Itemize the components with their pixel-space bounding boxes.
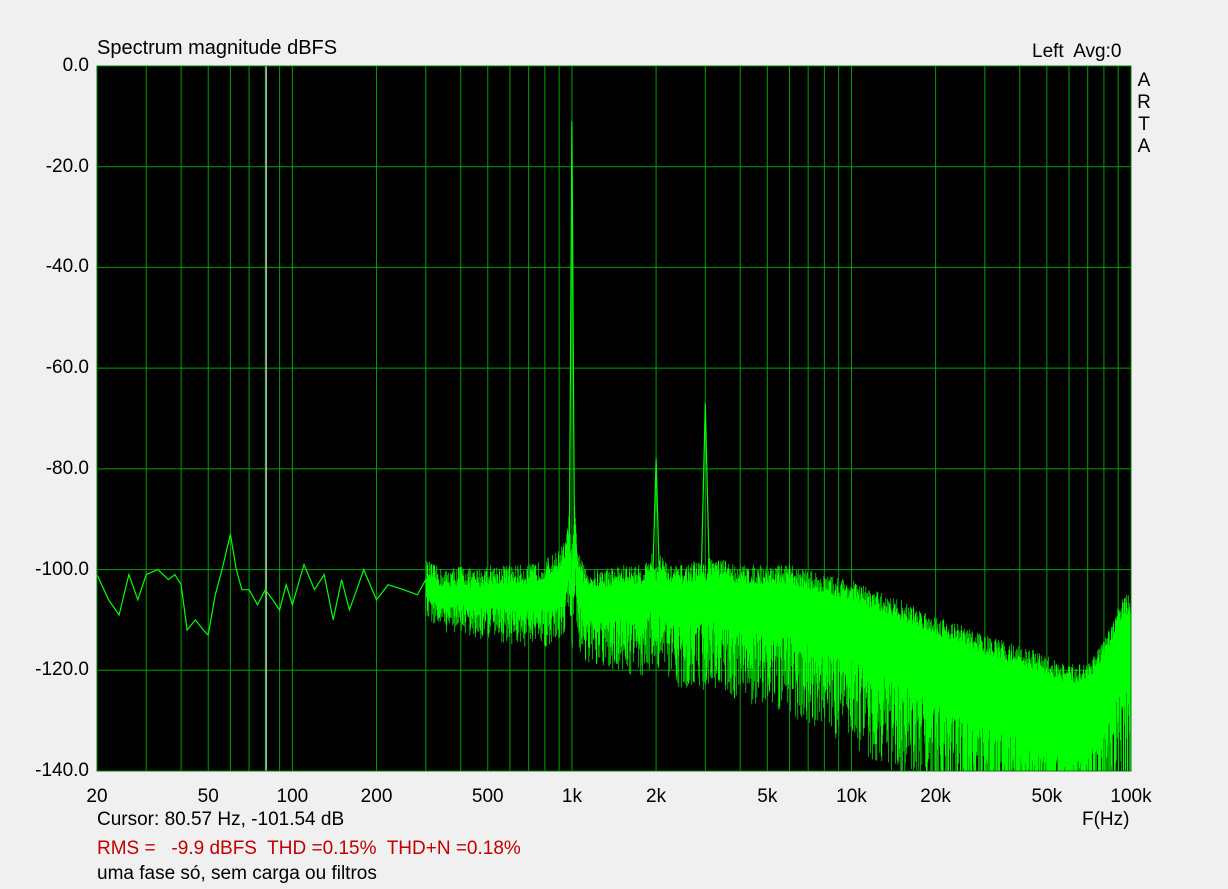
x-tick-label: 20 (86, 786, 108, 807)
measurement-summary: RMS = -9.9 dBFS THD =0.15% THD+N =0.18% (97, 838, 521, 859)
y-tick-label: -20.0 (45, 155, 89, 177)
brand-letter: A (1137, 70, 1151, 91)
x-tick-label: 50k (1031, 786, 1063, 807)
chart-title: Spectrum magnitude dBFS (97, 37, 338, 59)
plot-frame (96, 65, 1132, 772)
y-tick-label: -40.0 (45, 256, 89, 278)
x-tick-label: 1k (561, 786, 582, 807)
channel-info: Left Avg:0 (1032, 41, 1122, 62)
y-tick-label: -80.0 (45, 457, 89, 479)
x-tick-label: 50 (197, 786, 219, 807)
brand-letter: A (1137, 136, 1151, 157)
y-tick-label: -120.0 (35, 659, 89, 681)
noise-floor-path (425, 501, 1132, 771)
spectrum-trace (96, 121, 1131, 687)
x-tick-label: 500 (471, 786, 504, 807)
x-tick-label: 100k (1110, 786, 1152, 807)
x-tick-label: 100 (276, 786, 309, 807)
x-tick-label: 20k (920, 786, 951, 807)
x-tick-label: 200 (360, 786, 393, 807)
x-tick-label: 2k (646, 786, 667, 807)
noise-floor-band (425, 501, 1132, 771)
brand-letter: T (1138, 114, 1150, 135)
x-tick-label: 5k (757, 786, 778, 807)
x-axis-unit: F(Hz) (1082, 809, 1130, 830)
y-tick-label: -60.0 (45, 357, 89, 379)
y-tick-label: -100.0 (35, 558, 89, 580)
brand-letter: R (1137, 92, 1151, 113)
x-tick-label: 10k (836, 786, 867, 807)
cursor-readout: Cursor: 80.57 Hz, -101.54 dB (97, 809, 345, 830)
brand-logo: A R T A (1136, 70, 1152, 158)
y-tick-label: -140.0 (35, 760, 89, 781)
y-tick-label: 0.0 (62, 55, 89, 76)
measurement-note: uma fase só, sem carga ou filtros (97, 863, 377, 884)
